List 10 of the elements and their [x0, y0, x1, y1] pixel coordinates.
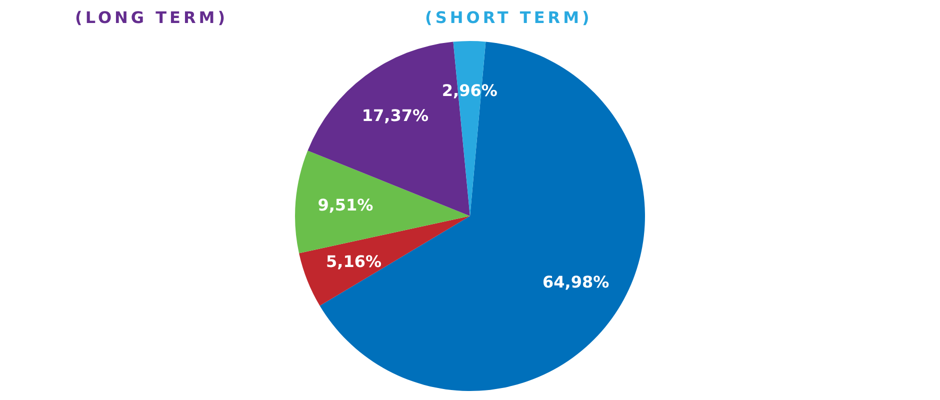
data-label: 17,37% — [362, 106, 428, 125]
data-label: 5,16% — [326, 252, 382, 271]
pie-slice — [320, 42, 645, 391]
pie-slice — [299, 216, 470, 306]
data-label: 64,98% — [542, 272, 610, 292]
data-label: 9,51% — [318, 195, 374, 214]
text: (LONG TERM) — [75, 8, 228, 27]
data-label: 2,96% — [442, 81, 498, 100]
pie-slice — [295, 150, 470, 254]
text: (SHORT TERM) — [425, 8, 592, 27]
